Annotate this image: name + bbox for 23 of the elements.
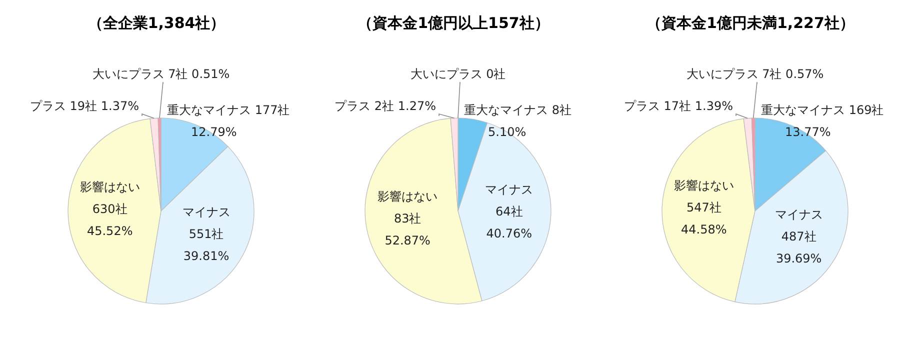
slice-label: プラス 17社 1.39%: [624, 99, 733, 113]
slice-label: 影響はない: [674, 178, 734, 193]
slice-label: 重大なマイナス 8社 5.10%: [464, 103, 572, 139]
slice-label: プラス 2社 1.27%: [334, 99, 436, 113]
data-label: 630社 45.52%: [86, 202, 133, 238]
chart-title: （資本金1億円以上157社）: [356, 13, 550, 34]
slice-label: マイナス: [485, 182, 534, 197]
slice-label: 大いにプラス 7社 0.51%: [92, 67, 230, 81]
slice-label: 影響はない: [80, 180, 140, 194]
data-label: 551社 39.81%: [183, 227, 230, 264]
slice-label: プラス 19社 1.37%: [30, 99, 139, 113]
data-label: 547社 44.58%: [681, 200, 727, 237]
chart-title: （資本金1億円未満1,227社）: [646, 13, 856, 34]
data-label: 487社 39.69%: [776, 230, 822, 266]
data-label: 64社 40.76%: [486, 204, 532, 241]
slice-label: 大いにプラス 7社 0.57%: [686, 67, 824, 81]
slice-label: マイナス: [182, 205, 230, 220]
slice-label: マイナス: [774, 208, 823, 222]
slice-label: 重大なマイナス 177社 12.79%: [167, 103, 290, 139]
data-label: 83社 52.87%: [384, 212, 430, 248]
slice-label: 影響はない: [378, 190, 438, 204]
chart-title: （全企業1,384社）: [86, 13, 226, 34]
category-label: 大いにプラス 0社: [410, 67, 506, 81]
